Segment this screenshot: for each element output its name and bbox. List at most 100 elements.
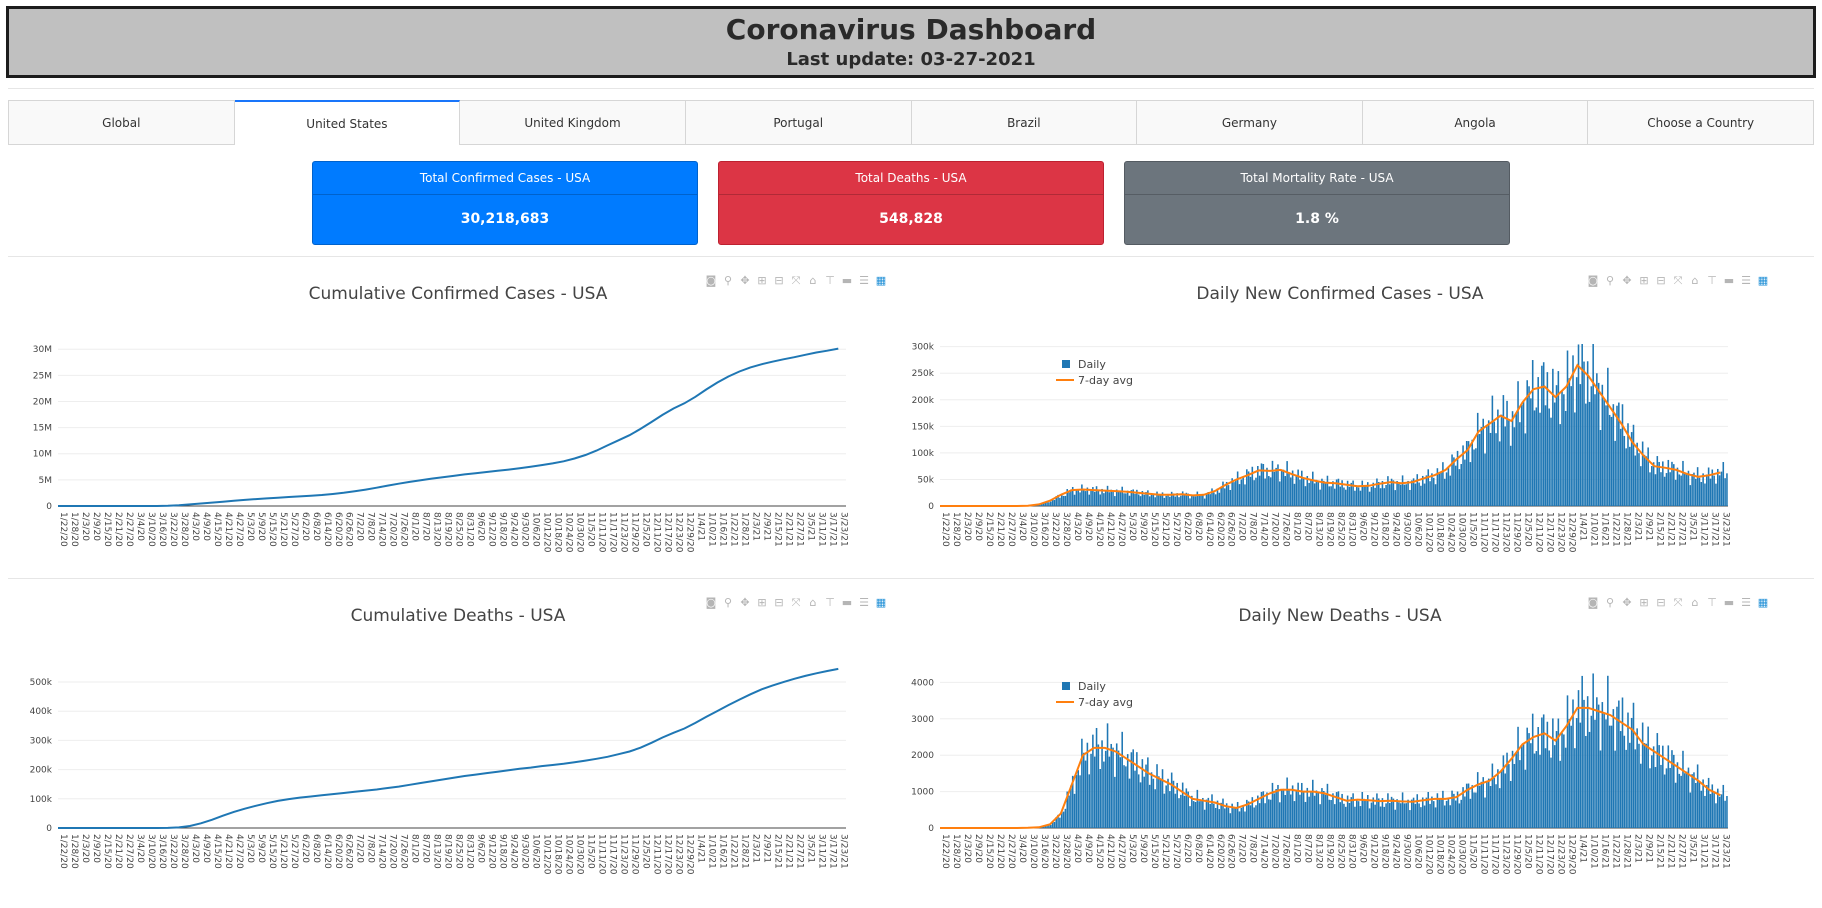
daily-bar: [1530, 398, 1532, 506]
daily-bar: [1087, 743, 1089, 828]
daily-bar: [1629, 743, 1631, 828]
x-tick-label: 10/6/20: [531, 512, 541, 547]
daily-bar: [1319, 490, 1321, 506]
daily-bar: [1151, 494, 1153, 506]
y-tick-label: 2000: [911, 751, 934, 761]
daily-bar: [1508, 421, 1510, 506]
daily-bar: [1088, 495, 1090, 506]
x-tick-label: 2/27/20: [124, 834, 134, 869]
x-tick-label: 1/22/21: [1610, 834, 1620, 869]
x-tick-label: 3/5/21: [805, 512, 815, 541]
daily-bar: [1083, 753, 1085, 828]
daily-bar: [1305, 802, 1307, 828]
daily-bar: [1354, 491, 1356, 506]
daily-bar: [1180, 496, 1182, 506]
daily-bar: [1330, 800, 1332, 828]
daily-bar: [1460, 464, 1462, 506]
daily-bar: [1230, 813, 1232, 828]
daily-bar: [1160, 779, 1162, 828]
x-tick-label: 3/22/20: [168, 834, 178, 869]
daily-bar: [1085, 761, 1087, 828]
daily-bar: [1165, 785, 1167, 828]
daily-bar: [1200, 801, 1202, 828]
daily-bar: [1162, 769, 1164, 828]
tab-global[interactable]: Global: [8, 100, 235, 145]
daily-bar: [1275, 789, 1277, 828]
daily-bar: [1193, 801, 1195, 828]
daily-bar: [1343, 488, 1345, 507]
daily-bar: [1504, 773, 1506, 828]
daily-bar: [1449, 805, 1451, 828]
legend-label-daily: Daily: [1078, 358, 1106, 371]
x-tick-label: 10/30/20: [1457, 512, 1467, 553]
daily-bar: [1574, 412, 1576, 506]
daily-bar: [1259, 476, 1261, 506]
daily-bar: [1444, 479, 1446, 506]
daily-bar: [1449, 476, 1451, 506]
daily-bar: [1376, 479, 1378, 506]
daily-bar: [1127, 754, 1129, 828]
daily-bar: [1550, 758, 1552, 828]
daily-bar: [1292, 785, 1294, 828]
daily-bar: [1548, 409, 1550, 507]
daily-bar: [1365, 486, 1367, 506]
daily-bar: [1329, 800, 1331, 828]
daily-bar: [1307, 788, 1309, 828]
daily-bar: [1504, 426, 1506, 506]
x-tick-label: 11/11/20: [597, 512, 607, 553]
tab-united-kingdom[interactable]: United Kingdom: [460, 100, 686, 145]
tab-angola[interactable]: Angola: [1363, 100, 1589, 145]
daily-bar: [1559, 424, 1561, 506]
daily-bar: [1574, 748, 1576, 828]
daily-bar: [1154, 497, 1156, 506]
daily-bar: [1633, 425, 1635, 506]
tab-portugal[interactable]: Portugal: [686, 100, 912, 145]
daily-bar: [1642, 723, 1644, 828]
daily-bar: [1352, 793, 1354, 828]
avg-line: [940, 365, 1720, 506]
daily-bar: [1138, 495, 1140, 507]
daily-bar: [1598, 383, 1600, 506]
x-tick-label: 2/3/21: [1632, 512, 1642, 541]
daily-bar: [1316, 480, 1318, 506]
daily-bar: [1361, 481, 1363, 506]
daily-bar: [1704, 796, 1706, 828]
x-tick-label: 2/3/21: [1632, 834, 1642, 863]
daily-bar: [1422, 476, 1424, 506]
daily-bar: [1426, 475, 1428, 506]
x-tick-label: 3/16/20: [157, 512, 167, 547]
daily-bar: [1372, 483, 1374, 506]
daily-bar: [1318, 792, 1320, 828]
daily-bar: [1660, 472, 1662, 506]
x-tick-label: 4/21/20: [1105, 512, 1115, 547]
daily-bar: [1090, 754, 1092, 828]
x-tick-label: 8/7/20: [421, 512, 431, 541]
tab-choose-country[interactable]: Choose a Country: [1588, 100, 1814, 145]
daily-bar: [1554, 403, 1556, 506]
legend-label-avg: 7-day avg: [1078, 696, 1133, 709]
daily-bar: [1253, 480, 1255, 506]
daily-bar: [1660, 765, 1662, 828]
daily-bar: [1578, 344, 1580, 506]
daily-bar: [1096, 486, 1098, 506]
tab-united-states[interactable]: United States: [235, 100, 461, 145]
daily-bar: [1576, 377, 1578, 506]
daily-bar: [1431, 797, 1433, 828]
y-tick-label: 300k: [912, 343, 935, 353]
daily-bar: [1702, 473, 1704, 506]
daily-bar: [1125, 493, 1127, 506]
tab-germany[interactable]: Germany: [1137, 100, 1363, 145]
daily-bar: [1598, 705, 1600, 828]
x-tick-label: 12/17/20: [662, 512, 672, 553]
daily-bar: [1101, 740, 1103, 828]
daily-bar: [1378, 798, 1380, 828]
x-tick-label: 10/18/20: [1435, 834, 1445, 875]
tab-brazil[interactable]: Brazil: [912, 100, 1138, 145]
x-tick-label: 2/9/20: [973, 512, 983, 541]
